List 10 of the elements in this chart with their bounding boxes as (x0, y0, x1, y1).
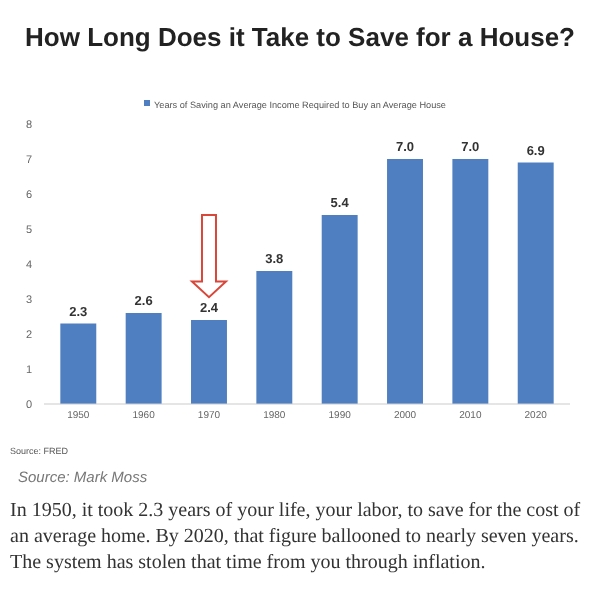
bar (321, 215, 358, 404)
bar (125, 313, 162, 404)
bar (517, 162, 554, 404)
bar (452, 159, 489, 404)
bar (60, 323, 97, 404)
bar (256, 271, 293, 404)
chart-title: How Long Does it Take to Save for a House? (25, 22, 576, 52)
bar (191, 320, 227, 404)
bar (387, 159, 423, 404)
text: In 1950, it took 2.3 years of your life, your labor, to save for the cost of an average home. By 2020, that figure ballooned to nearly seven years. The system has stolen that time from you through inflation. (10, 500, 582, 574)
